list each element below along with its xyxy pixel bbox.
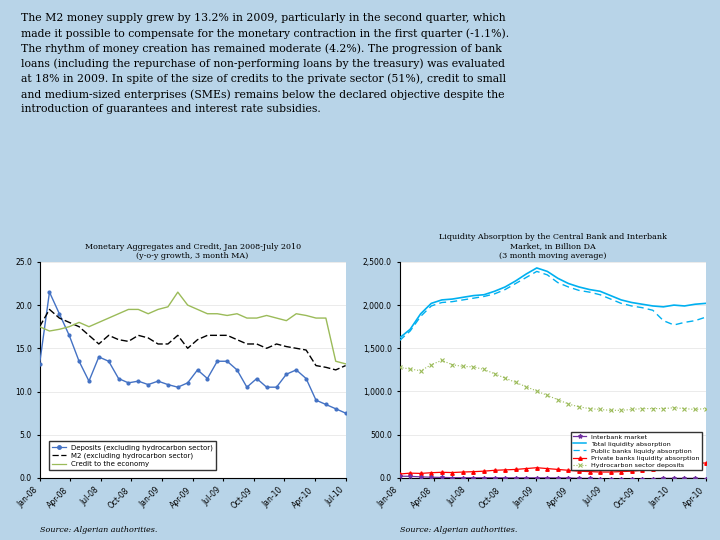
Title: Monetary Aggregates and Credit, Jan 2008-July 2010
(y-o-y growth, 3 month MA): Monetary Aggregates and Credit, Jan 2008… (84, 242, 301, 260)
Text: Source: Algerian authorities.: Source: Algerian authorities. (40, 525, 157, 534)
Legend: Interbank market, Total liquidity absorption, Public banks liquidy absorption, P: Interbank market, Total liquidity absorp… (571, 431, 703, 470)
Legend: Deposits (excluding hydrocarbon sector), M2 (excluding hydrocarbon sector), Cred: Deposits (excluding hydrocarbon sector),… (49, 441, 216, 470)
Title: Liquidity Absorption by the Central Bank and Interbank
Market, in Billion DA
(3 : Liquidity Absorption by the Central Bank… (438, 233, 667, 260)
Text: Source: Algerian authorities.: Source: Algerian authorities. (400, 525, 517, 534)
Text: The M2 money supply grew by 13.2% in 2009, particularly in the second quarter, w: The M2 money supply grew by 13.2% in 200… (22, 14, 510, 114)
